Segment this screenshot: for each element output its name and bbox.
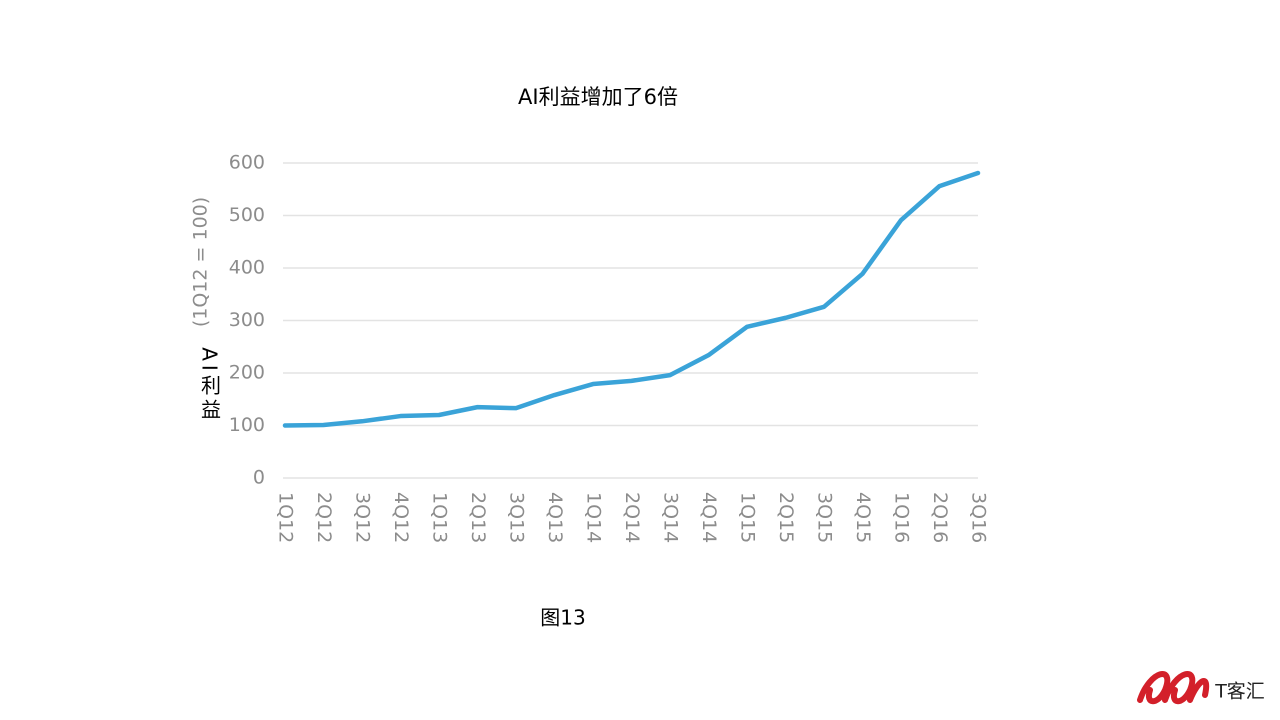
x-tick-label: 1Q16 xyxy=(891,492,913,543)
x-tick-label: 4Q14 xyxy=(698,492,720,543)
x-tick-label: 2Q12 xyxy=(313,492,335,543)
y-tick-label: 100 xyxy=(229,414,265,436)
x-tick-label: 1Q15 xyxy=(737,492,759,543)
x-tick-label: 1Q13 xyxy=(429,492,451,543)
logo: T客汇 xyxy=(1137,671,1265,705)
x-tick-label: 2Q14 xyxy=(621,492,643,543)
x-tick-label: 4Q12 xyxy=(390,492,412,543)
caption: 图13 xyxy=(540,606,585,630)
y-axis-label: AI利益 xyxy=(198,347,222,423)
logo-text: T客汇 xyxy=(1214,681,1265,703)
x-tick-label: 2Q16 xyxy=(929,492,951,543)
x-tick-label: 1Q14 xyxy=(583,492,605,543)
y-tick-label: 200 xyxy=(229,362,265,384)
x-tick-label: 1Q12 xyxy=(275,492,297,543)
logo-mark xyxy=(1137,671,1210,705)
y-tick-label: 300 xyxy=(229,309,265,331)
x-tick-label: 4Q13 xyxy=(544,492,566,543)
x-tick-label: 3Q13 xyxy=(506,492,528,543)
x-tick-label: 3Q14 xyxy=(660,492,682,543)
y-tick-label: 600 xyxy=(229,152,265,174)
y-axis-note: (1Q12 = 100) xyxy=(190,197,212,327)
x-tick-label: 2Q13 xyxy=(467,492,489,543)
data-line xyxy=(282,170,981,428)
y-tick-label: 0 xyxy=(253,467,265,489)
y-tick-label: 500 xyxy=(229,204,265,226)
x-tick-label: 3Q16 xyxy=(968,492,990,543)
x-tick-label: 4Q15 xyxy=(852,492,874,543)
x-tick-label: 3Q15 xyxy=(814,492,836,543)
x-tick-label: 2Q15 xyxy=(775,492,797,543)
chart-title: AI利益增加了6倍 xyxy=(518,85,678,109)
y-tick-label: 400 xyxy=(229,257,265,279)
x-tick-label: 3Q12 xyxy=(352,492,374,543)
